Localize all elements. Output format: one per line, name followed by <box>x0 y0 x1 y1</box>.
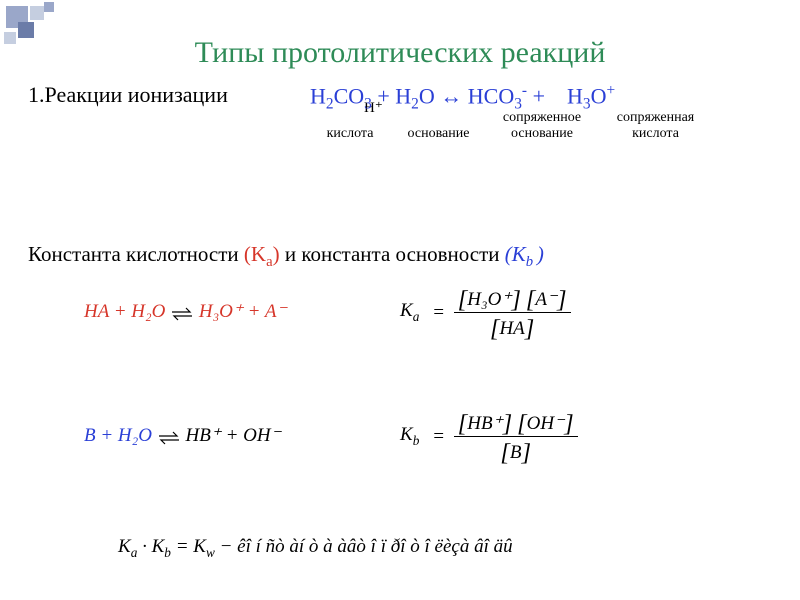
eq-plus: + <box>372 83 395 108</box>
eq-right: HB⁺ + OH⁻ <box>185 425 280 446</box>
text: K <box>400 300 413 321</box>
fraction: HB⁺ OH⁻ B <box>454 408 578 465</box>
eq-part: H <box>310 83 326 108</box>
constants-intro: Константа кислотности (Ka) и константа о… <box>28 242 772 271</box>
bracket-term: OH⁻ <box>517 413 574 434</box>
denominator: HA <box>454 313 571 341</box>
ionization-label: 1.Реакции ионизации <box>28 82 228 107</box>
text: K <box>193 536 206 557</box>
eq-part: O <box>591 83 607 108</box>
sub: b <box>526 254 537 270</box>
eq-arrow: ↔ <box>435 83 468 108</box>
eq-sup: + <box>606 82 615 99</box>
numerator: HB⁺ OH⁻ <box>454 408 578 437</box>
label-line: сопряженное <box>503 110 581 125</box>
k-symbol: Ka <box>400 300 419 325</box>
label-base: основание <box>394 126 484 142</box>
text: = <box>171 536 193 557</box>
ha-reaction: HA + H₂O H₃O⁺ + A⁻ <box>84 300 287 323</box>
sub: w <box>206 545 215 560</box>
bracket-term: B <box>500 442 531 463</box>
kb-expression: Kb = HB⁺ OH⁻ B <box>400 408 578 465</box>
text: K <box>152 536 165 557</box>
eq-plus: + <box>527 83 550 108</box>
k-symbol: Kb <box>400 424 419 449</box>
b-reaction: B + H₂O HB⁺ + OH⁻ <box>84 424 281 447</box>
fraction: H₃O⁺ A⁻ HA <box>454 284 571 341</box>
eq-part: CO <box>334 83 365 108</box>
equals: = <box>432 302 445 324</box>
denominator: B <box>454 437 578 465</box>
eq-part: HCO <box>468 83 514 108</box>
text: − êî í ñò àí ò à àâò î ï ðî ò î ëèçà âî … <box>215 536 513 557</box>
kb-paren: (Kb ) <box>505 242 544 266</box>
text: (K <box>244 242 266 266</box>
label-line: сопряженная <box>617 110 695 125</box>
equals: = <box>432 426 445 448</box>
text: · <box>137 536 151 557</box>
equation-ha: HA + H₂O H₃O⁺ + A⁻ Ka = H₃O⁺ A⁻ HA <box>0 284 800 350</box>
bracket-term: HB⁺ <box>458 413 513 434</box>
eq-part: O <box>419 83 435 108</box>
bracket-term: HA <box>490 318 535 339</box>
label-line: кислота <box>632 126 679 141</box>
text: ) <box>537 242 544 266</box>
text: K <box>118 536 131 557</box>
eq-part: H <box>567 83 583 108</box>
eq-right: H₃O⁺ + A⁻ <box>199 301 287 322</box>
text: K <box>400 424 413 445</box>
text: Константа кислотности <box>28 242 244 266</box>
eq-left: HA + H₂O <box>84 301 165 322</box>
bracket-term: A⁻ <box>526 289 567 310</box>
text: ) <box>273 242 280 266</box>
label-line: основание <box>511 126 573 141</box>
ionization-row: 1.Реакции ионизации H2CO3 + H2O ↔ HCO3- … <box>28 82 772 108</box>
sub: b <box>164 545 171 560</box>
text: (K <box>505 242 526 266</box>
slide-content: Типы протолитических реакций H⁺ 1.Реакци… <box>0 0 800 600</box>
eq-part: H <box>395 83 411 108</box>
ka-paren: (Ka) <box>244 242 280 266</box>
label-conj-base: сопряженное основание <box>487 110 597 142</box>
numerator: H₃O⁺ A⁻ <box>454 284 571 313</box>
slide-title: Типы протолитических реакций <box>28 36 772 70</box>
equation-b: B + H₂O HB⁺ + OH⁻ Kb = HB⁺ OH⁻ B <box>0 408 800 474</box>
ka-expression: Ka = H₃O⁺ A⁻ HA <box>400 284 571 341</box>
label-conj-acid: сопряженная кислота <box>601 110 711 142</box>
sub: b <box>413 433 420 448</box>
bracket-term: H₃O⁺ <box>458 289 521 310</box>
species-labels: кислота основание сопряженное основание … <box>310 110 711 142</box>
sub: a <box>413 309 420 324</box>
kw-relation: Ka · Kb = Kw − êî í ñò àí ò à àâò î ï ðî… <box>118 536 513 561</box>
label-acid: кислота <box>310 126 390 142</box>
ionization-equation: H2CO3 + H2O ↔ HCO3- + H3O+ <box>310 82 615 114</box>
text: и константа основности <box>280 242 505 266</box>
eq-left: B + H₂O <box>84 425 152 446</box>
